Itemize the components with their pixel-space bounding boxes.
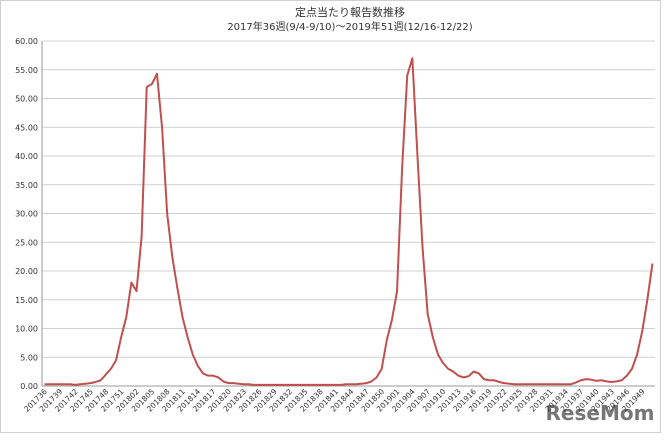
watermark: ReseMom bbox=[546, 401, 655, 425]
y-tick-label: 35.00 bbox=[15, 181, 38, 190]
y-tick-label: 5.00 bbox=[20, 353, 38, 362]
chart-frame bbox=[0, 0, 661, 433]
line-series bbox=[44, 57, 654, 386]
y-tick-label: 15.00 bbox=[15, 296, 38, 305]
chart-title: 定点当たり報告数推移 bbox=[295, 5, 405, 19]
y-tick-label: 45.00 bbox=[15, 123, 38, 132]
y-tick-label: 25.00 bbox=[15, 238, 38, 247]
y-tick-label: 10.00 bbox=[15, 325, 38, 334]
y-tick-label: 50.00 bbox=[15, 95, 38, 104]
y-tick-label: 60.00 bbox=[15, 37, 38, 46]
y-tick-label: 20.00 bbox=[15, 267, 38, 276]
chart-subtitle: 2017年36週(9/4-9/10)～2019年51週(12/16-12/22) bbox=[227, 20, 472, 33]
y-tick-label: 0.00 bbox=[20, 382, 38, 391]
y-tick-label: 55.00 bbox=[15, 66, 38, 75]
y-tick-label: 30.00 bbox=[15, 210, 38, 219]
y-tick-label: 40.00 bbox=[15, 152, 38, 161]
